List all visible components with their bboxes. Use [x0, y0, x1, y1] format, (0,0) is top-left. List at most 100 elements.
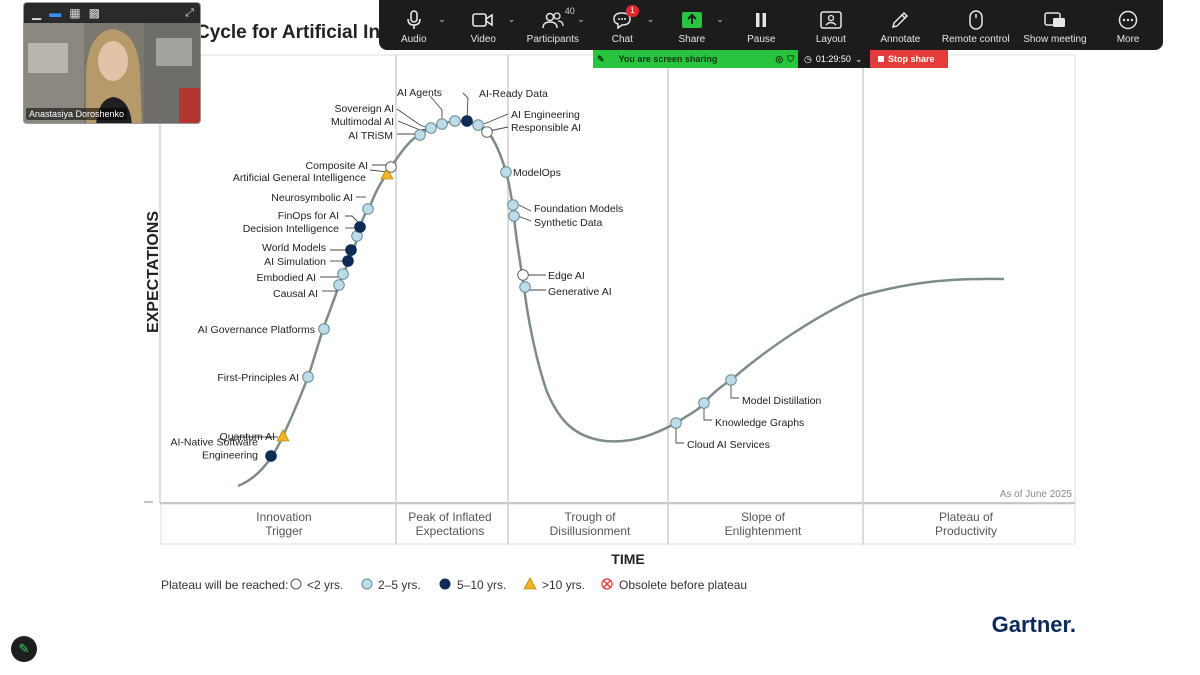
speaker-view-icon[interactable]: ▬: [49, 6, 62, 20]
participant-video-tile[interactable]: ▁ ▬ ▦ ▩ ⤢ Anastasiya Doroshenko: [23, 2, 201, 124]
share-button[interactable]: ⌄ Share: [664, 8, 724, 45]
timer-value: 01:29:50: [815, 54, 851, 64]
label-embodied-ai: Embodied AI: [256, 272, 316, 284]
remote-control-button[interactable]: Remote control: [942, 8, 1010, 45]
show-meeting-button[interactable]: Show meeting: [1023, 8, 1087, 45]
chevron-down-icon[interactable]: ⌄: [507, 14, 516, 24]
remote-control-label: Remote control: [941, 34, 1010, 45]
point-modelops: [500, 166, 512, 178]
pause-label: Pause: [747, 34, 776, 45]
label-edge-ai: Edge AI: [548, 270, 585, 282]
label-finops-for-ai: FinOps for AI: [278, 210, 339, 222]
label-composite-ai: Composite AI: [306, 160, 368, 172]
show-meeting-icon: [1044, 8, 1066, 32]
legend-marker-obsolete-x: [603, 580, 611, 588]
label-foundation-models: Foundation Models: [534, 203, 623, 215]
point-ai-engineering: [472, 119, 484, 131]
label-responsible-ai: Responsible AI: [511, 122, 581, 134]
point-artificial-general-intelligence: [380, 167, 394, 180]
label-knowledge-graphs: Knowledge Graphs: [715, 417, 804, 429]
label-generative-ai: Generative AI: [548, 286, 612, 298]
point-neurosymbolic-ai: [362, 203, 374, 215]
as-of-date: As of June 2025: [1000, 489, 1073, 500]
layout-label: Layout: [815, 34, 846, 45]
point-foundation-models: [507, 199, 519, 211]
point-cloud-ai-services: [670, 417, 682, 429]
leader-line: [483, 113, 509, 125]
gartner-logo: Gartner.: [992, 612, 1076, 637]
share-label: Share: [678, 34, 706, 45]
meeting-timer[interactable]: ◷ 01:29:50 ⌄: [798, 50, 870, 68]
microphone-icon: [406, 8, 422, 32]
camera-icon: [472, 8, 494, 32]
shield-icon[interactable]: ⛉: [787, 53, 794, 64]
screen-sharing-bar: ✎ You are screen sharing ◎ ⛉ ◷ 01:29:50 …: [593, 50, 948, 68]
point-knowledge-graphs: [698, 397, 710, 409]
point-ai-governance-platforms: [318, 323, 330, 335]
phase-label: Productivity: [935, 524, 997, 538]
participants-label: Participants: [526, 34, 579, 45]
chat-button[interactable]: 1 ⌄ Chat: [594, 5, 654, 45]
legend: Plateau will be reached: <2 yrs. 2–5 yrs…: [161, 577, 747, 592]
leader-line: [462, 92, 469, 119]
minimize-icon[interactable]: ▁: [32, 6, 42, 20]
phase-label: Slope of: [741, 510, 786, 524]
layout-button[interactable]: Layout: [803, 8, 859, 45]
annotate-button[interactable]: Annotate: [872, 8, 928, 45]
x-axis-label: TIME: [611, 551, 644, 567]
annotate-label: Annotate: [880, 34, 921, 45]
video-button[interactable]: ⌄ Video: [455, 8, 515, 45]
legend-prefix: Plateau will be reached:: [161, 578, 288, 592]
phase-label: Disillusionment: [550, 524, 631, 538]
grid-icon[interactable]: ▩: [88, 6, 100, 20]
chevron-down-icon[interactable]: ⌄: [577, 14, 585, 24]
point-responsible-ai: [481, 126, 493, 138]
pen-icon[interactable]: ✎: [597, 53, 605, 64]
point-ai-simulation: [342, 255, 354, 267]
point-causal-ai: [333, 279, 345, 291]
show-meeting-label: Show meeting: [1023, 34, 1087, 45]
legend-marker-2to5: [361, 578, 373, 590]
chart-title: Cycle for Artificial In: [196, 22, 380, 43]
legend-item: 2–5 yrs.: [378, 578, 421, 592]
point-ai-native-software-engineering: [265, 450, 277, 462]
info-icon[interactable]: ◎: [775, 53, 784, 64]
chevron-down-icon[interactable]: ⌄: [854, 53, 863, 64]
stop-share-label: Stop share: [888, 54, 935, 64]
pause-share-button[interactable]: Pause: [733, 8, 789, 45]
more-button[interactable]: More: [1100, 8, 1156, 45]
point-ai-trism: [414, 129, 426, 141]
leader-lines: [232, 92, 739, 444]
label-cloud-ai-services: Cloud AI Services: [687, 439, 770, 451]
chevron-down-icon[interactable]: ⌄: [438, 14, 446, 24]
expand-icon[interactable]: ⤢: [185, 6, 194, 19]
leader-line: [517, 215, 532, 222]
share-icon: [681, 8, 703, 32]
leader-line: [429, 95, 443, 121]
point-composite-ai: [385, 161, 397, 173]
phase-label: Trigger: [265, 524, 303, 538]
audio-button[interactable]: ⌄ Audio: [386, 8, 446, 45]
chevron-down-icon[interactable]: ⌄: [716, 14, 724, 24]
label-ai-engineering: AI Engineering: [511, 109, 580, 121]
leader-line: [345, 215, 359, 223]
point-sovereign-ai: [436, 118, 448, 130]
leader-line: [730, 385, 739, 399]
point-multimodal-ai: [425, 122, 437, 134]
gallery-icon[interactable]: ▦: [69, 6, 81, 20]
legend-item: Obsolete before plateau: [619, 578, 747, 592]
stop-share-button[interactable]: Stop share: [870, 50, 948, 68]
participants-button[interactable]: 40 ⌄ Participants: [525, 6, 585, 45]
y-axis-label: EXPECTATIONS: [145, 211, 162, 333]
annotation-floating-button[interactable]: ✎: [11, 636, 37, 662]
point-ai-agents: [449, 115, 461, 127]
legend-item: <2 yrs.: [307, 578, 343, 592]
clock-icon: ◷: [804, 53, 812, 64]
label-synthetic-data: Synthetic Data: [534, 217, 602, 229]
chevron-down-icon[interactable]: ⌄: [646, 14, 655, 24]
label-modelops: ModelOps: [513, 167, 561, 179]
label-first-principles-ai: First-Principles AI: [217, 372, 299, 384]
phase-label: Plateau of: [939, 510, 994, 524]
label-multimodal-ai: Multimodal AI: [331, 116, 394, 128]
